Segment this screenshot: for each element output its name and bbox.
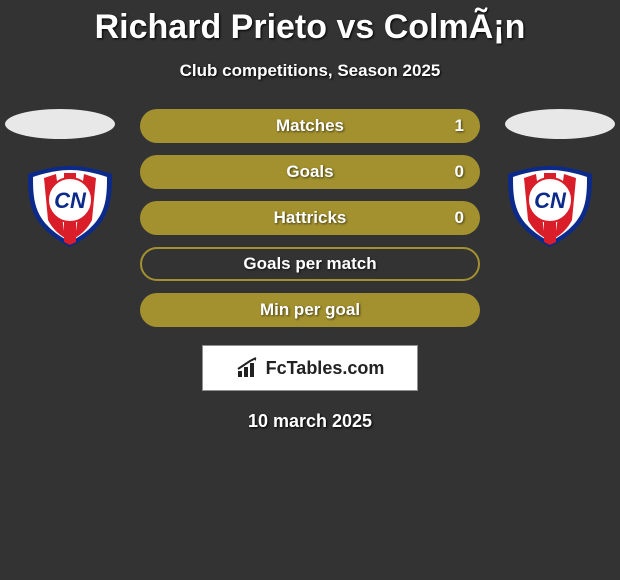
logo-text: FcTables.com	[266, 358, 385, 379]
player-silhouette-left	[5, 109, 115, 139]
svg-text:CN: CN	[534, 188, 567, 213]
bar-label: Goals	[286, 162, 333, 182]
fctables-logo: FcTables.com	[202, 345, 418, 391]
bar-matches: Matches 1	[140, 109, 480, 143]
comparison-area: CN CN Matches 1 Goals 0 Hattricks 0 Goal…	[0, 109, 620, 432]
stat-bars: Matches 1 Goals 0 Hattricks 0 Goals per …	[140, 109, 480, 327]
club-badge-left: CN	[20, 164, 120, 249]
bar-label: Goals per match	[243, 254, 376, 274]
club-badge-right: CN	[500, 164, 600, 249]
bar-label: Matches	[276, 116, 344, 136]
page-title: Richard Prieto vs ColmÃ¡n	[0, 0, 620, 47]
bar-value: 0	[455, 208, 464, 228]
bar-value: 1	[455, 116, 464, 136]
page-subtitle: Club competitions, Season 2025	[0, 61, 620, 81]
bar-hattricks: Hattricks 0	[140, 201, 480, 235]
bar-goals: Goals 0	[140, 155, 480, 189]
bar-min-per-goal: Min per goal	[140, 293, 480, 327]
bar-label: Hattricks	[274, 208, 347, 228]
svg-text:CN: CN	[54, 188, 87, 213]
bar-goals-per-match: Goals per match	[140, 247, 480, 281]
bar-value: 0	[455, 162, 464, 182]
bar-label: Min per goal	[260, 300, 360, 320]
chart-icon	[236, 357, 260, 379]
date-label: 10 march 2025	[0, 411, 620, 432]
player-silhouette-right	[505, 109, 615, 139]
